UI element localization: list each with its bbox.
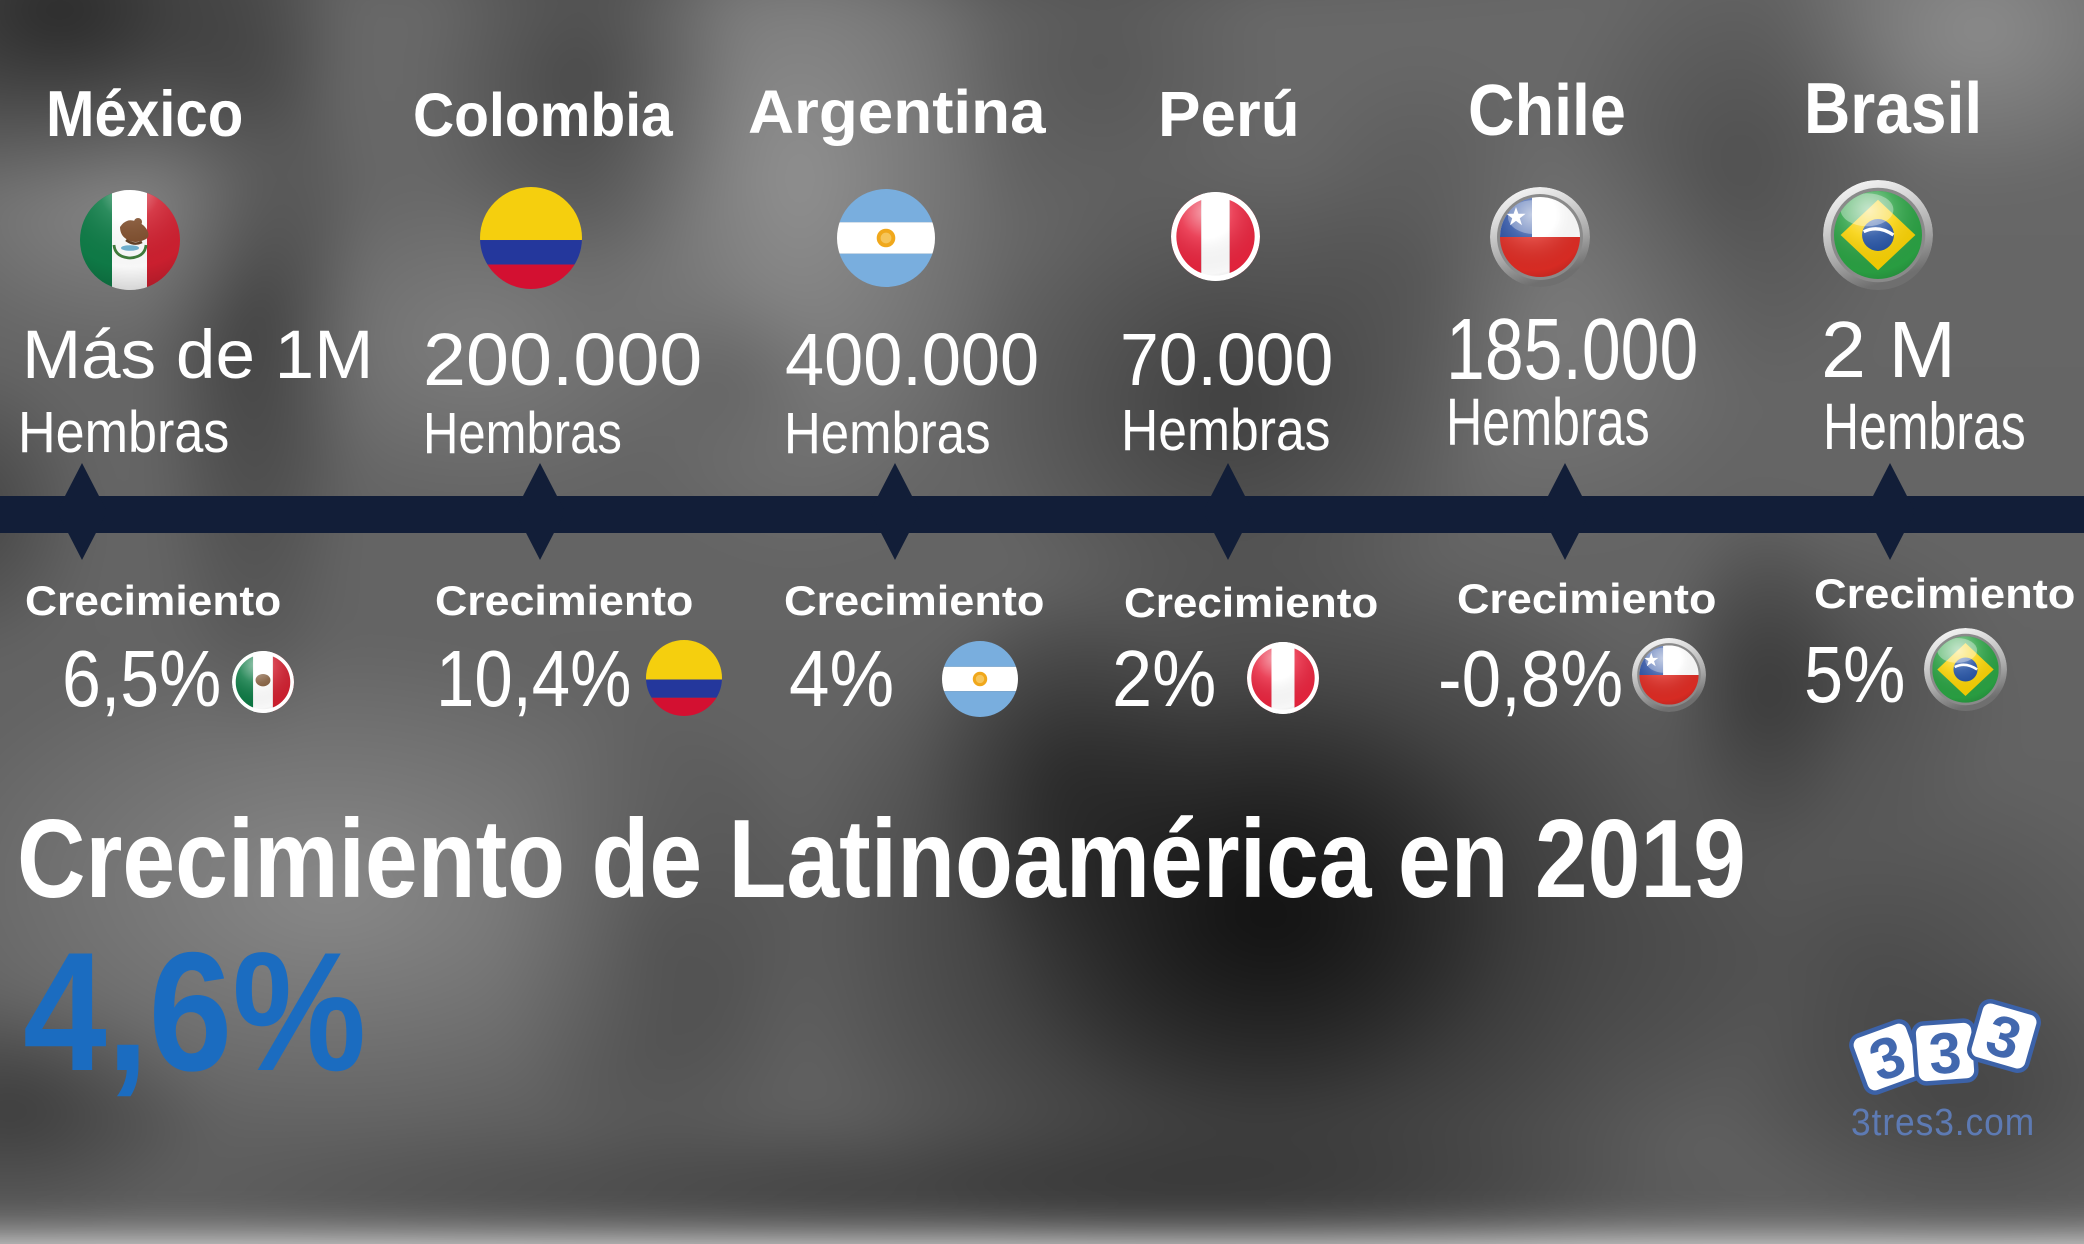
svg-text:3: 3 bbox=[1927, 1020, 1964, 1087]
